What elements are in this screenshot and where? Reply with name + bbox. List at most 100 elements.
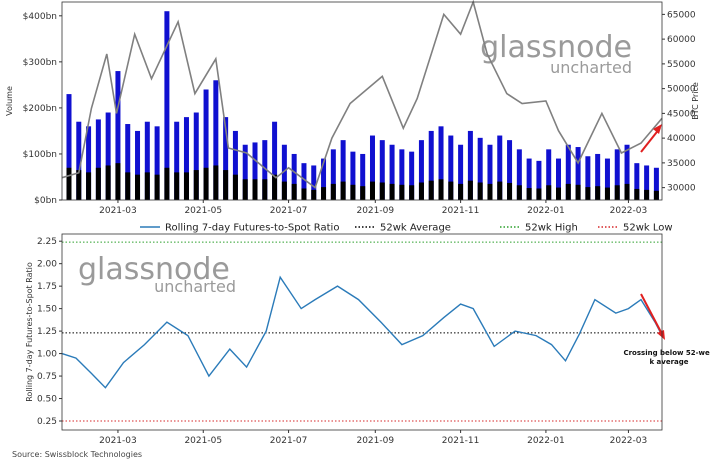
bar <box>213 165 219 200</box>
bar <box>526 188 532 200</box>
bar <box>164 11 170 200</box>
y2-tick-label: 65000 <box>667 10 696 20</box>
bar <box>242 179 248 200</box>
x-tick-label: 2021-05 <box>184 206 222 216</box>
bar <box>360 186 366 200</box>
bar <box>487 144 493 200</box>
x-tick-label: 2021-11 <box>442 206 480 216</box>
bar <box>409 151 415 200</box>
bar <box>497 135 503 200</box>
bar <box>144 121 150 200</box>
x-tick-label: 2022-03 <box>610 436 648 446</box>
annotation-line: Crossing below 52-wee <box>623 349 710 357</box>
legend-label-rolling-7-day-futures-to-spot-ratio: Rolling 7-day Futures-to-Spot Ratio <box>165 223 339 234</box>
bar <box>448 135 454 200</box>
bar <box>565 183 571 200</box>
bar <box>536 160 542 200</box>
bar <box>174 121 180 200</box>
y-tick-label: $100bn <box>23 150 57 160</box>
bar <box>389 183 395 200</box>
bar <box>105 112 111 200</box>
bar <box>458 144 464 200</box>
bar <box>311 165 317 200</box>
y-tick-label: 1.25 <box>37 327 57 337</box>
bar <box>614 185 620 200</box>
bar <box>154 174 160 200</box>
bar <box>487 183 493 200</box>
bar <box>418 140 424 200</box>
plot-frame <box>61 233 663 431</box>
bar <box>135 130 141 200</box>
bar <box>428 130 434 200</box>
bar <box>575 184 581 200</box>
x-tick-label: 2022-01 <box>527 436 565 446</box>
bar <box>95 119 101 200</box>
bar <box>321 187 327 200</box>
bar <box>340 181 346 200</box>
bar <box>66 94 72 200</box>
bar <box>301 163 307 200</box>
plot-frame <box>61 1 663 201</box>
bar <box>369 135 375 200</box>
bar <box>174 172 180 200</box>
bar <box>242 144 248 200</box>
bar <box>203 89 209 200</box>
bar <box>653 190 659 200</box>
bar <box>252 179 258 200</box>
legend-label-52wk-low: 52wk Low <box>623 223 673 234</box>
bar <box>223 170 229 200</box>
volume-bars-spot <box>66 163 659 200</box>
bar <box>281 144 287 200</box>
y2-tick-label: 55000 <box>667 60 696 70</box>
bar <box>477 182 483 200</box>
bar <box>183 172 189 200</box>
bar <box>497 181 503 200</box>
x-tick-label: 2021-09 <box>356 436 394 446</box>
bar <box>76 121 82 200</box>
bar <box>135 174 141 200</box>
bar <box>438 179 444 200</box>
bar <box>399 184 405 200</box>
bar <box>467 180 473 200</box>
bar <box>125 124 131 200</box>
x-tick-label: 2021-07 <box>270 206 308 216</box>
bar <box>262 140 268 200</box>
bar <box>164 167 170 200</box>
legend-label-52wk-average: 52wk Average <box>380 223 451 234</box>
bar <box>330 149 336 200</box>
bar <box>311 189 317 200</box>
bar <box>458 183 464 200</box>
bar <box>653 167 659 200</box>
bar <box>604 158 610 200</box>
bar <box>399 149 405 200</box>
bar <box>262 179 268 200</box>
bar <box>516 149 522 200</box>
y-tick-label: $0bn <box>34 196 57 206</box>
bar <box>252 142 258 200</box>
bar <box>448 181 454 200</box>
bar <box>330 183 336 200</box>
bar <box>575 147 581 200</box>
bar <box>409 185 415 200</box>
bar <box>438 126 444 200</box>
bar <box>644 165 650 200</box>
btc-price-line <box>61 0 663 189</box>
y2-tick-label: 30000 <box>667 184 696 194</box>
bar <box>144 172 150 200</box>
x-tick-label: 2022-03 <box>610 206 648 216</box>
bar <box>232 174 238 200</box>
bar <box>634 188 640 200</box>
bar <box>624 183 630 200</box>
bar <box>614 149 620 200</box>
bar <box>213 80 219 200</box>
legend-label-52wk-high: 52wk High <box>525 223 578 234</box>
bar <box>125 172 131 200</box>
x-tick-label: 2021-09 <box>356 206 394 216</box>
trend-arrow-head <box>653 124 662 134</box>
y-tick-label: 0.25 <box>37 417 57 427</box>
y-tick-label: 1.00 <box>37 350 57 360</box>
bar <box>604 187 610 200</box>
trend-arrow-head <box>657 330 665 340</box>
x-tick-label: 2021-07 <box>270 436 308 446</box>
